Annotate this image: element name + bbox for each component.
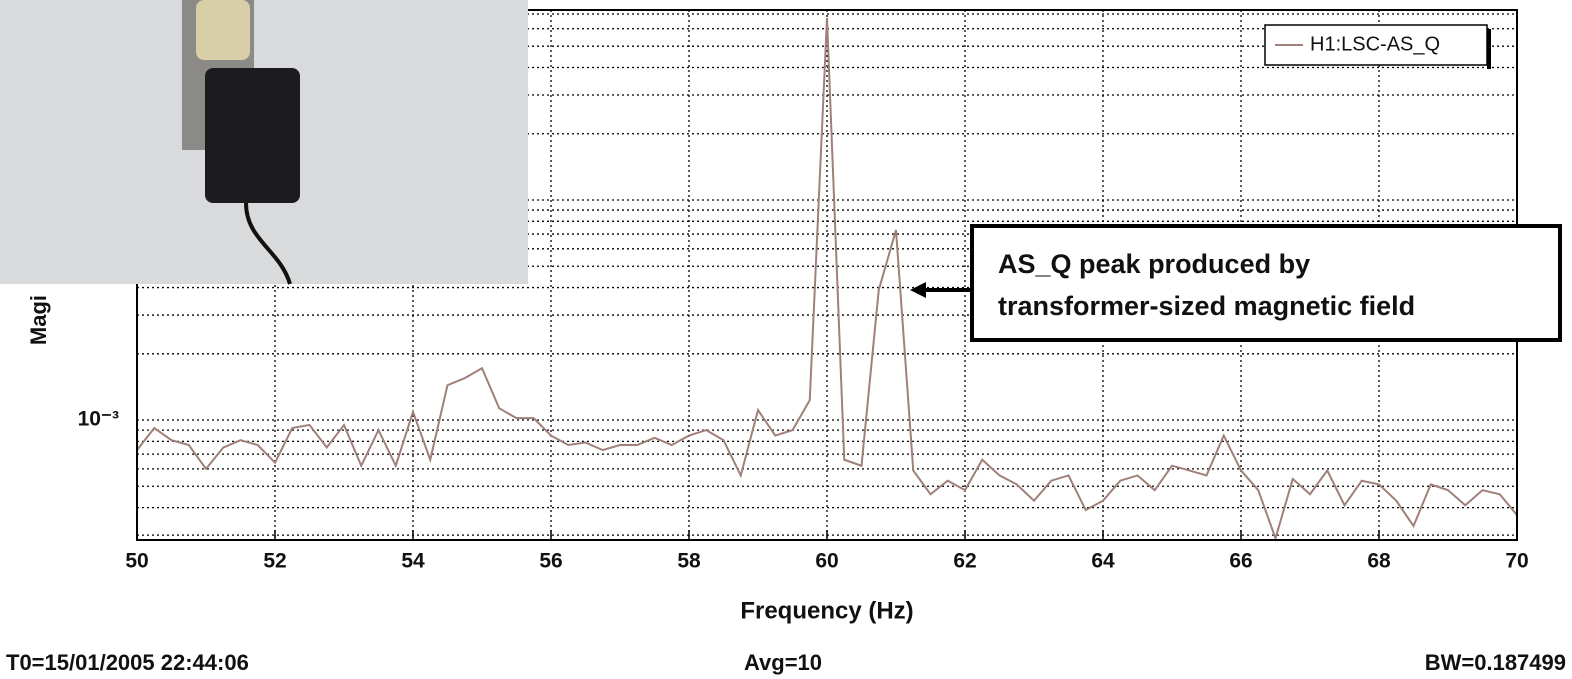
- annotation-line: transformer-sized magnetic field: [998, 291, 1415, 321]
- annotation-arrowhead: [910, 282, 926, 298]
- annotation-line: AS_Q peak produced by: [998, 249, 1310, 279]
- x-tick-label: 56: [539, 550, 562, 573]
- y-tick-label: 10⁻³: [78, 408, 119, 431]
- data-lines: [136, 17, 1518, 542]
- x-tick-label: 52: [263, 550, 286, 573]
- x-tick-label: 50: [125, 550, 148, 573]
- legend-label: H1:LSC-AS_Q: [1310, 33, 1440, 55]
- photo-cord: [244, 202, 292, 285]
- x-tick-label: 58: [677, 550, 701, 573]
- grid: [136, 10, 1518, 540]
- photo-outlet: [196, 0, 250, 60]
- y-axis-label: Magi: [26, 295, 51, 345]
- footer-left: T0=15/01/2005 22:44:06: [6, 650, 249, 675]
- annotation-box: [970, 224, 1562, 342]
- footer-center: Avg=10: [744, 650, 822, 675]
- footer-right: BW=0.187499: [1425, 650, 1566, 675]
- data-line: [136, 17, 1518, 542]
- x-tick-label: 62: [953, 550, 976, 573]
- x-tick-label: 60: [815, 550, 838, 573]
- x-tick-label: 68: [1367, 550, 1391, 573]
- x-axis-label: Frequency (Hz): [740, 597, 913, 624]
- x-tick-label: 54: [401, 550, 425, 573]
- legend-shadow: [1487, 29, 1491, 69]
- photo-transformer: [205, 68, 300, 203]
- x-tick-label: 66: [1229, 550, 1252, 573]
- x-tick-label: 70: [1505, 550, 1528, 573]
- photo-inset: [0, 0, 528, 285]
- x-tick-label: 64: [1091, 550, 1115, 573]
